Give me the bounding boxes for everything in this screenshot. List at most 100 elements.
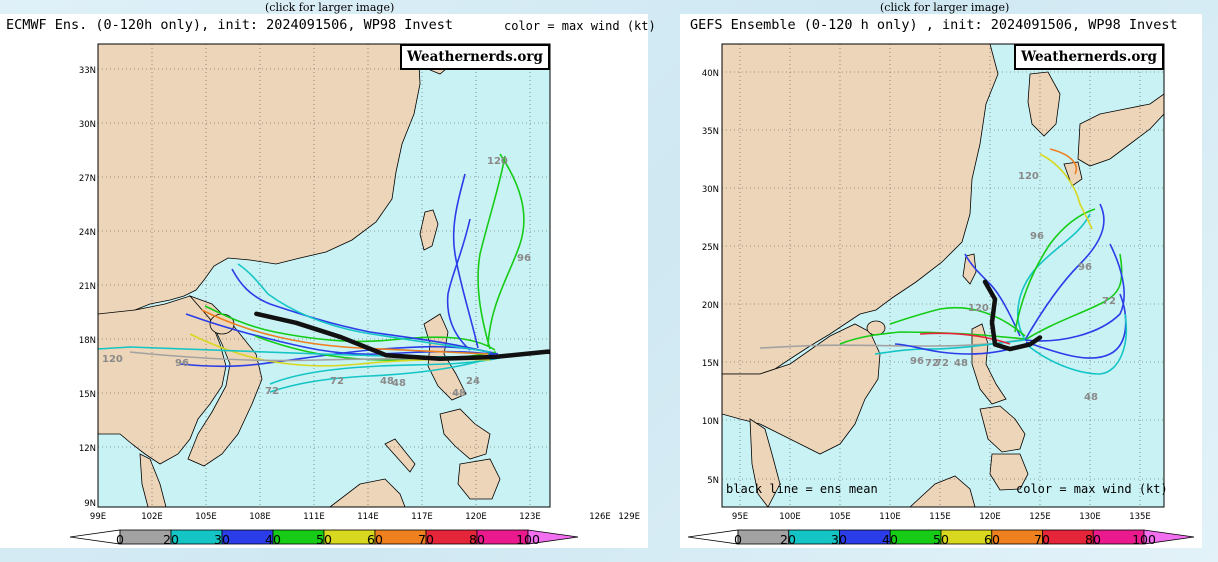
hour-mark: 120 [487,156,508,167]
image-caption[interactable]: (click for larger image) [265,1,395,14]
lon-label: 130E [1079,512,1101,522]
lon-label: 108E [249,512,271,522]
hour-mark: 48 [452,388,466,399]
colorbar-label: 50 [933,532,949,547]
panel-title: GEFS Ensemble (0-120 h only) , init: 202… [690,17,1178,33]
colorbar-label: 50 [316,532,332,547]
lon-label: 120E [465,512,487,522]
hour-mark: 96 [1030,231,1044,242]
colorbar-under-arrow [69,529,121,545]
hour-mark: 96 [175,358,189,369]
colorbar-label: 80 [469,532,485,547]
colorbar-label: 100 [1132,532,1156,547]
colorbar-label: 30 [214,532,230,547]
lon-label: 125E [1029,512,1051,522]
lat-label: 10N [702,417,719,427]
lon-axis: 99E 102E 105E 108E 111E 114E 117E 120E 1… [90,512,640,522]
hour-marks: 120 120 96 96 72 72 48 48 48 24 [102,156,531,399]
lat-label: 15N [702,359,719,369]
lon-label: 95E [732,512,748,522]
lon-label: 100E [779,512,801,522]
ecmwf-panel[interactable]: 120 120 96 96 72 72 48 48 48 24 99E 102E… [0,1,656,548]
brand-label: Weathernerds.org [1014,44,1164,70]
mean-note: black line = ens mean [726,482,878,496]
colorbar-label: 70 [1034,532,1050,547]
hour-mark: 24 [466,376,480,387]
panel-title: ECMWF Ens. (0-120h only), init: 20240915… [6,17,454,33]
lat-label: 24N [79,228,96,238]
colorbar-label: 40 [882,532,898,547]
lat-axis: 5N 10N 15N 20N 25N 30N 35N 40N [702,69,719,486]
colorbar [69,529,579,545]
hour-mark: 48 [380,376,394,387]
color-note: color = max wind (kt) [1016,482,1168,496]
ensemble-tracks [759,148,1127,375]
colorbar-label: 70 [418,532,434,547]
hour-mark: 96 [517,253,531,264]
colorbar-label: 0 [734,532,742,547]
colorbar-label: 80 [1085,532,1101,547]
colorbar-over-arrow [1143,529,1195,545]
lat-axis: 9N 12N 15N 18N 21N 24N 27N 30N 33N [79,66,96,509]
lon-label: 135E [1129,512,1151,522]
lon-label: 110E [879,512,901,522]
hour-mark: 120 [968,303,989,314]
ensemble-mean-track [982,279,1043,352]
lat-label: 15N [79,390,96,400]
lat-label: 9N [84,499,96,509]
lat-label: 18N [79,336,96,346]
lon-label: 126E [589,512,611,522]
colorbar-label: 30 [831,532,847,547]
lat-label: 33N [79,66,96,76]
map-frame [97,43,551,508]
colorbar-label: 0 [116,532,124,547]
lon-label: 102E [141,512,163,522]
ensemble-mean-track [254,311,550,362]
hour-mark: 72 [935,358,949,369]
gefs-panel[interactable]: 120 120 96 96 96 72 72 72 48 48 95E 100E… [680,1,1202,548]
hour-marks: 120 120 96 96 96 72 72 72 48 48 [910,171,1116,403]
lon-label: 114E [357,512,379,522]
ensemble-tracks [98,153,525,393]
hour-mark: 96 [1078,262,1092,273]
gefs-map[interactable]: 120 120 96 96 96 72 72 72 48 48 95E 100E… [680,14,1202,548]
hour-mark: 120 [1018,171,1039,182]
color-note: color = max wind (kt) [504,19,656,33]
lon-axis: 95E 100E 105E 110E 115E 120E 125E 130E 1… [732,512,1151,522]
map-frame [721,43,1165,508]
colorbar-under-arrow [687,529,739,545]
hour-mark: 120 [102,354,123,365]
lat-label: 25N [702,243,719,253]
lon-label: 105E [829,512,851,522]
hour-mark: 72 [330,376,344,387]
colorbar-over-arrow [527,529,579,545]
ecmwf-map[interactable]: 120 120 96 96 72 72 48 48 48 24 99E 102E… [0,14,648,548]
lon-label: 117E [411,512,433,522]
lat-label: 30N [79,120,96,130]
lon-label: 115E [929,512,951,522]
hour-mark: 48 [392,378,406,389]
hour-mark: 48 [1084,392,1098,403]
lon-label: 111E [303,512,325,522]
colorbar-label: 60 [367,532,383,547]
lon-label: 99E [90,512,106,522]
lat-label: 40N [702,69,719,79]
lat-label: 35N [702,127,719,137]
lat-label: 27N [79,174,96,184]
hour-mark: 48 [954,358,968,369]
lat-label: 12N [79,444,96,454]
colorbar-label: 40 [265,532,281,547]
hour-mark: 72 [925,358,939,369]
colorbar-label: 100 [516,532,540,547]
lon-label: 129E [618,512,640,522]
lat-label: 21N [79,282,96,292]
image-caption[interactable]: (click for larger image) [880,1,1010,14]
brand-label: Weathernerds.org [400,44,550,70]
colorbar-label: 60 [984,532,1000,547]
hour-mark: 72 [1102,296,1116,307]
lat-label: 30N [702,185,719,195]
lon-label: 123E [519,512,541,522]
lat-label: 5N [707,476,719,486]
lat-label: 20N [702,301,719,311]
colorbar-label: 20 [163,532,179,547]
